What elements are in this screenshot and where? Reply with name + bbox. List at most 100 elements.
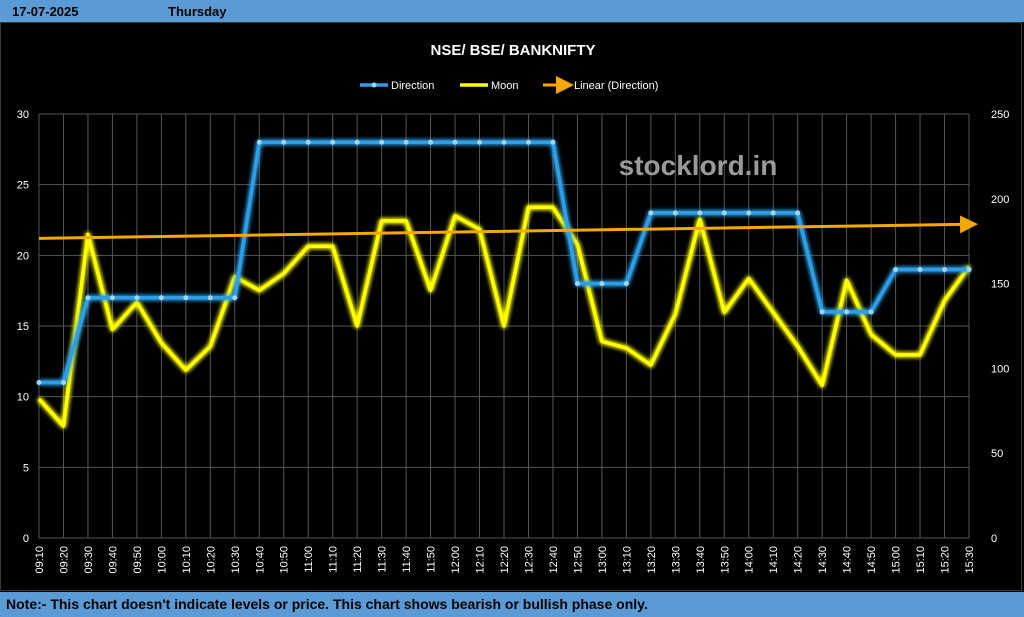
x-tick-label: 11:30: [377, 546, 389, 573]
series-trend-arrow: [38, 215, 978, 240]
direction-point: [354, 139, 360, 145]
direction-point: [917, 266, 923, 272]
direction-point: [60, 380, 66, 386]
direction-point: [819, 309, 825, 315]
legend-direction-label: Direction: [391, 80, 434, 92]
x-tick-label: 13:10: [621, 546, 633, 574]
direction-point: [550, 139, 556, 145]
x-tick-label: 10:00: [156, 546, 168, 574]
x-tick-label: 14:50: [866, 546, 878, 574]
watermark: stocklord.in: [619, 150, 778, 181]
y-right-tick-label: 150: [991, 279, 1009, 291]
y-left-tick-label: 25: [17, 180, 29, 192]
direction-point: [721, 210, 727, 216]
direction-point: [697, 210, 703, 216]
series-moon-line: [37, 205, 971, 428]
x-tick-label: 15:30: [964, 546, 976, 574]
direction-point: [525, 139, 531, 145]
y-right-tick-label: 250: [991, 109, 1009, 121]
y-left-tick-label: 10: [17, 392, 29, 404]
direction-point: [134, 295, 140, 301]
footer-note: Note:- This chart doesn't indicate level…: [6, 596, 648, 612]
legend-direction-marker: [371, 82, 377, 88]
x-tick-label: 14:00: [744, 546, 756, 574]
direction-point: [452, 139, 458, 145]
y-left-tick-label: 0: [23, 533, 29, 545]
x-tick-label: 09:20: [58, 546, 70, 574]
x-tick-label: 12:20: [499, 546, 511, 574]
direction-point: [305, 139, 311, 145]
direction-point: [330, 139, 336, 145]
x-tick-label: 09:10: [34, 546, 46, 574]
direction-point: [966, 266, 972, 272]
x-tick-label: 09:50: [132, 546, 144, 574]
direction-point: [256, 139, 262, 145]
direction-point: [403, 139, 409, 145]
direction-point: [746, 210, 752, 216]
y-right-tick-label: 50: [991, 448, 1003, 460]
x-tick-label: 12:40: [548, 546, 560, 574]
x-tick-label: 13:30: [670, 546, 682, 574]
header-date: 17-07-2025: [12, 4, 79, 19]
y-right-tick-label: 0: [991, 533, 997, 545]
x-tick-label: 10:40: [254, 546, 266, 574]
x-tick-label: 10:20: [205, 546, 217, 574]
x-tick-label: 12:00: [450, 546, 462, 574]
direction-point: [599, 281, 605, 287]
legend-trend-label: Linear (Direction): [574, 80, 658, 92]
direction-point: [281, 139, 287, 145]
x-tick-label: 11:40: [401, 546, 413, 573]
header-bar: 17-07-2025 Thursday: [0, 0, 1024, 22]
x-tick-label: 15:20: [940, 546, 952, 574]
x-tick-label: 14:20: [793, 546, 805, 574]
x-tick-label: 10:50: [279, 546, 291, 574]
direction-point: [893, 266, 899, 272]
direction-point: [648, 210, 654, 216]
x-tick-label: 14:30: [817, 546, 829, 574]
direction-point: [232, 295, 238, 301]
x-tick-label: 12:50: [572, 546, 584, 574]
x-tick-label: 10:10: [181, 546, 193, 574]
direction-point: [379, 139, 385, 145]
y-left-tick-label: 30: [17, 109, 29, 121]
x-tick-label: 09:40: [107, 546, 119, 574]
direction-point: [672, 210, 678, 216]
x-tick-label: 14:40: [842, 546, 854, 574]
direction-point: [574, 281, 580, 287]
y-left-tick-label: 15: [17, 321, 29, 333]
x-tick-label: 10:30: [230, 546, 242, 574]
direction-point: [207, 295, 213, 301]
direction-point: [844, 309, 850, 315]
y-left-tick-label: 5: [23, 462, 29, 474]
direction-point: [36, 380, 42, 386]
x-tick-label: 11:50: [426, 546, 438, 573]
direction-point: [623, 281, 629, 287]
legend: Direction Moon Linear (Direction): [360, 76, 658, 94]
x-tick-label: 14:10: [768, 546, 780, 574]
legend-moon-label: Moon: [491, 80, 519, 92]
direction-point: [795, 210, 801, 216]
direction-point: [477, 139, 483, 145]
x-tick-label: 13:20: [646, 546, 658, 574]
direction-point: [85, 295, 91, 301]
direction-point: [770, 210, 776, 216]
chart: 0 5 10 15 20 25 30 0 50 100 150 200 250 09:10 09:20 09:…: [17, 42, 1010, 574]
header-day: Thursday: [168, 4, 227, 19]
footer-bar: Note:- This chart doesn't indicate level…: [0, 592, 1024, 617]
direction-point: [868, 309, 874, 315]
direction-point: [109, 295, 115, 301]
x-tick-label: 13:00: [597, 546, 609, 574]
x-tick-label: 15:00: [891, 546, 903, 574]
direction-point: [183, 295, 189, 301]
x-tick-label: 11:00: [303, 546, 315, 573]
chart-title: NSE/ BSE/ BANKNIFTY: [430, 42, 595, 59]
x-tick-label: 12:10: [475, 546, 487, 574]
x-tick-label: 12:30: [523, 546, 535, 574]
x-tick-label: 13:50: [719, 546, 731, 574]
direction-point: [428, 139, 434, 145]
direction-point: [501, 139, 507, 145]
x-tick-label: 11:10: [328, 546, 340, 573]
y-left-tick-label: 20: [17, 250, 29, 262]
x-tick-label: 09:30: [83, 546, 95, 574]
y-right-tick-label: 200: [991, 194, 1009, 206]
